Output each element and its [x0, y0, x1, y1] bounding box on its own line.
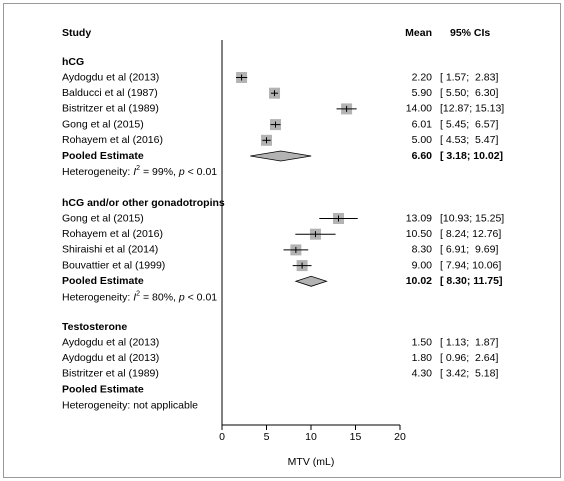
heterogeneity-part: 2: [136, 291, 140, 298]
study-name: Bistritzer et al (1989): [62, 368, 159, 380]
ci-label: [ 4.53; 5.47]: [440, 134, 498, 146]
pooled-label: Pooled Estimate: [62, 150, 144, 162]
heterogeneity-part: Heterogeneity: not applicable: [62, 399, 198, 411]
study-name: Rohayem et al (2016): [62, 134, 163, 146]
heterogeneity: Heterogeneity: I2 = 80%, p < 0.01: [62, 291, 217, 303]
mean-label: 14.00: [406, 103, 432, 115]
heterogeneity: Heterogeneity: not applicable: [62, 399, 198, 411]
mean-label: 6.01: [412, 118, 433, 130]
pooled-label: Pooled Estimate: [62, 383, 144, 395]
study-name: Aydogdu et al (2013): [62, 352, 159, 364]
group-title: hCG and/or other gonadotropins: [62, 197, 225, 209]
pooled-diamond: [294, 275, 328, 287]
study-name: Shiraishi et al (2014): [62, 244, 158, 256]
x-tick-label: 15: [350, 431, 362, 443]
heterogeneity-part: I: [133, 291, 136, 303]
study-name: Gong et al (2015): [62, 212, 144, 224]
mean-label: 4.30: [412, 368, 433, 380]
x-tick-label: 0: [219, 431, 225, 443]
ci-label: [ 5.50; 6.30]: [440, 87, 498, 99]
ci-label: [ 8.24; 12.76]: [440, 228, 501, 240]
heterogeneity-part: p: [178, 291, 185, 303]
mean-label: 5.00: [412, 134, 433, 146]
mean-label: 8.30: [412, 244, 433, 256]
mean-header: Mean: [405, 27, 432, 39]
ci-label: [10.93; 15.25]: [440, 212, 504, 224]
study-name: Bistritzer et al (1989): [62, 103, 159, 115]
pooled-ci: [ 3.18; 10.02]: [440, 150, 503, 162]
study-name: Aydogdu et al (2013): [62, 71, 159, 83]
heterogeneity-part: Heterogeneity:: [62, 291, 133, 303]
mean-label: 1.80: [412, 352, 433, 364]
frame: [3, 3, 561, 478]
ci-header: 95% CIs: [450, 27, 490, 39]
study-name: Aydogdu et al (2013): [62, 336, 159, 348]
heterogeneity-part: = 80%,: [140, 291, 179, 303]
x-axis-label: MTV (mL): [288, 456, 335, 468]
pooled-ci: [ 8.30; 11.75]: [440, 275, 502, 287]
heterogeneity: Heterogeneity: I2 = 99%, p < 0.01: [62, 165, 217, 177]
heterogeneity-part: I: [133, 166, 136, 178]
mean-label: 1.50: [412, 336, 433, 348]
mean-label: 9.00: [412, 259, 433, 271]
heterogeneity-part: < 0.01: [185, 291, 218, 303]
ci-label: [12.87; 15.13]: [440, 103, 504, 115]
pooled-mean: 6.60: [412, 150, 433, 162]
heterogeneity-part: Heterogeneity:: [62, 166, 133, 178]
heterogeneity-part: p: [178, 166, 185, 178]
ci-label: [ 6.91; 9.69]: [440, 244, 498, 256]
pooled-diamond: [250, 150, 312, 162]
ci-label: [ 1.13; 1.87]: [440, 336, 498, 348]
ci-label: [ 5.45; 6.57]: [440, 118, 498, 130]
ci-label: [ 7.94; 10.06]: [440, 259, 501, 271]
x-tick-label: 20: [394, 431, 406, 443]
group-title: hCG: [62, 56, 84, 68]
ci-label: [ 0.96; 2.64]: [440, 352, 498, 364]
heterogeneity-part: < 0.01: [185, 166, 218, 178]
pooled-label: Pooled Estimate: [62, 275, 144, 287]
study-name: Balducci et al (1987): [62, 87, 158, 99]
mean-label: 13.09: [406, 212, 432, 224]
group-title: Testosterone: [62, 321, 127, 333]
study-name: Rohayem et al (2016): [62, 228, 163, 240]
x-tick-label: 5: [264, 431, 270, 443]
ci-label: [ 1.57; 2.83]: [440, 71, 498, 83]
study-name: Gong et al (2015): [62, 118, 144, 130]
heterogeneity-part: = 99%,: [140, 166, 179, 178]
study-header: Study: [62, 27, 91, 39]
mean-label: 5.90: [412, 87, 433, 99]
heterogeneity-part: 2: [136, 165, 140, 172]
mean-label: 10.50: [406, 228, 432, 240]
ci-label: [ 3.42; 5.18]: [440, 368, 498, 380]
pooled-mean: 10.02: [406, 275, 432, 287]
mean-label: 2.20: [412, 71, 433, 83]
x-tick-label: 10: [305, 431, 317, 443]
study-name: Bouvattier et al (1999): [62, 259, 165, 271]
